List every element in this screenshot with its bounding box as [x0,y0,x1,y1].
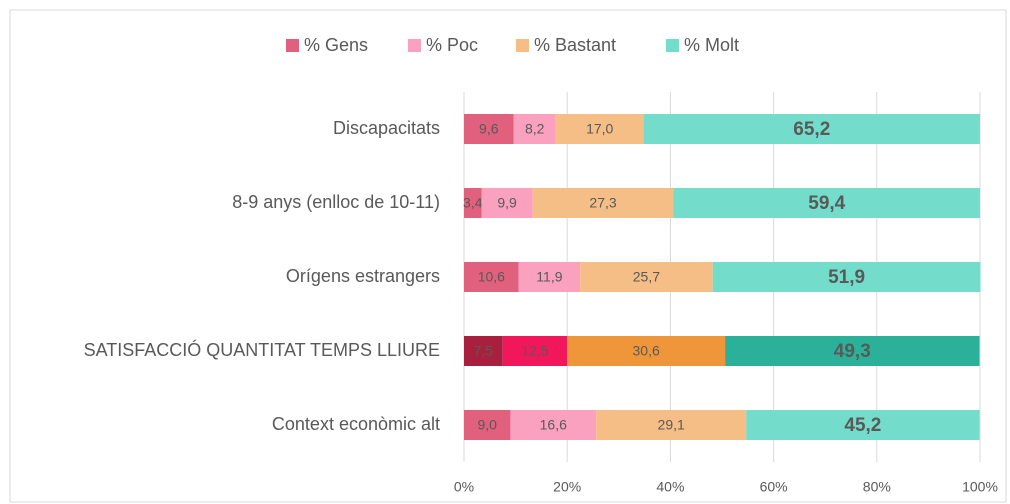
data-label: 16,6 [540,417,567,433]
legend-swatch [286,39,299,52]
legend-swatch [408,39,421,52]
y-tick-label: Orígens estrangers [286,266,440,286]
bar-segment [513,114,556,144]
data-label: 3,4 [463,195,483,211]
x-tick-label: 40% [656,479,684,495]
data-label: 7,5 [474,343,494,359]
data-label: 27,3 [589,195,616,211]
bar-segment [510,410,597,440]
bar-segment [567,336,726,366]
data-label: 59,4 [808,193,845,214]
bar-segment [712,262,981,292]
data-label: 30,6 [633,343,660,359]
bar-segment [596,410,747,440]
bar-segment [532,188,674,218]
data-label: 65,2 [793,119,830,140]
data-label: 51,9 [828,267,865,288]
legend-label: % Gens [304,35,368,55]
bar-segment [746,410,980,440]
legend-label: % Molt [684,35,739,55]
bar-segment [725,336,980,366]
data-label: 17,0 [586,121,613,137]
data-label: 10,6 [478,269,505,285]
y-tick-label: Discapacitats [333,118,440,138]
x-tick-label: 100% [962,479,998,495]
legend-label: % Bastant [534,35,616,55]
x-tick-label: 80% [863,479,891,495]
data-label: 9,9 [497,195,517,211]
x-tick-label: 20% [553,479,581,495]
bar-segment [481,188,533,218]
bar-segment [464,114,514,144]
bar-segment [464,188,482,218]
data-label: 8,2 [525,121,545,137]
bar-segment [502,336,568,366]
y-tick-label: Context econòmic alt [272,414,440,434]
data-label: 49,3 [834,341,871,362]
data-label: 9,6 [479,121,499,137]
bar-segment [555,114,644,144]
legend-swatch [516,39,529,52]
legend-swatch [666,39,679,52]
bar-segment [464,336,503,366]
bar-segment [464,262,519,292]
bar-segment [673,188,980,218]
data-label: 25,7 [633,269,660,285]
y-tick-label: SATISFACCIÓ QUANTITAT TEMPS LLIURE [84,339,440,360]
x-tick-label: 0% [454,479,474,495]
bar-segment [464,410,511,440]
x-tick-label: 60% [760,479,788,495]
bar-segment [580,262,713,292]
y-tick-label: 8-9 anys (enlloc de 10-11) [232,192,440,212]
data-label: 45,2 [844,415,881,436]
data-label: 12,5 [521,343,548,359]
data-label: 9,0 [477,417,497,433]
data-label: 11,9 [536,269,562,285]
bar-segment [518,262,581,292]
legend-label: % Poc [426,35,478,55]
bar-segment [643,114,980,144]
data-label: 29,1 [658,417,685,433]
